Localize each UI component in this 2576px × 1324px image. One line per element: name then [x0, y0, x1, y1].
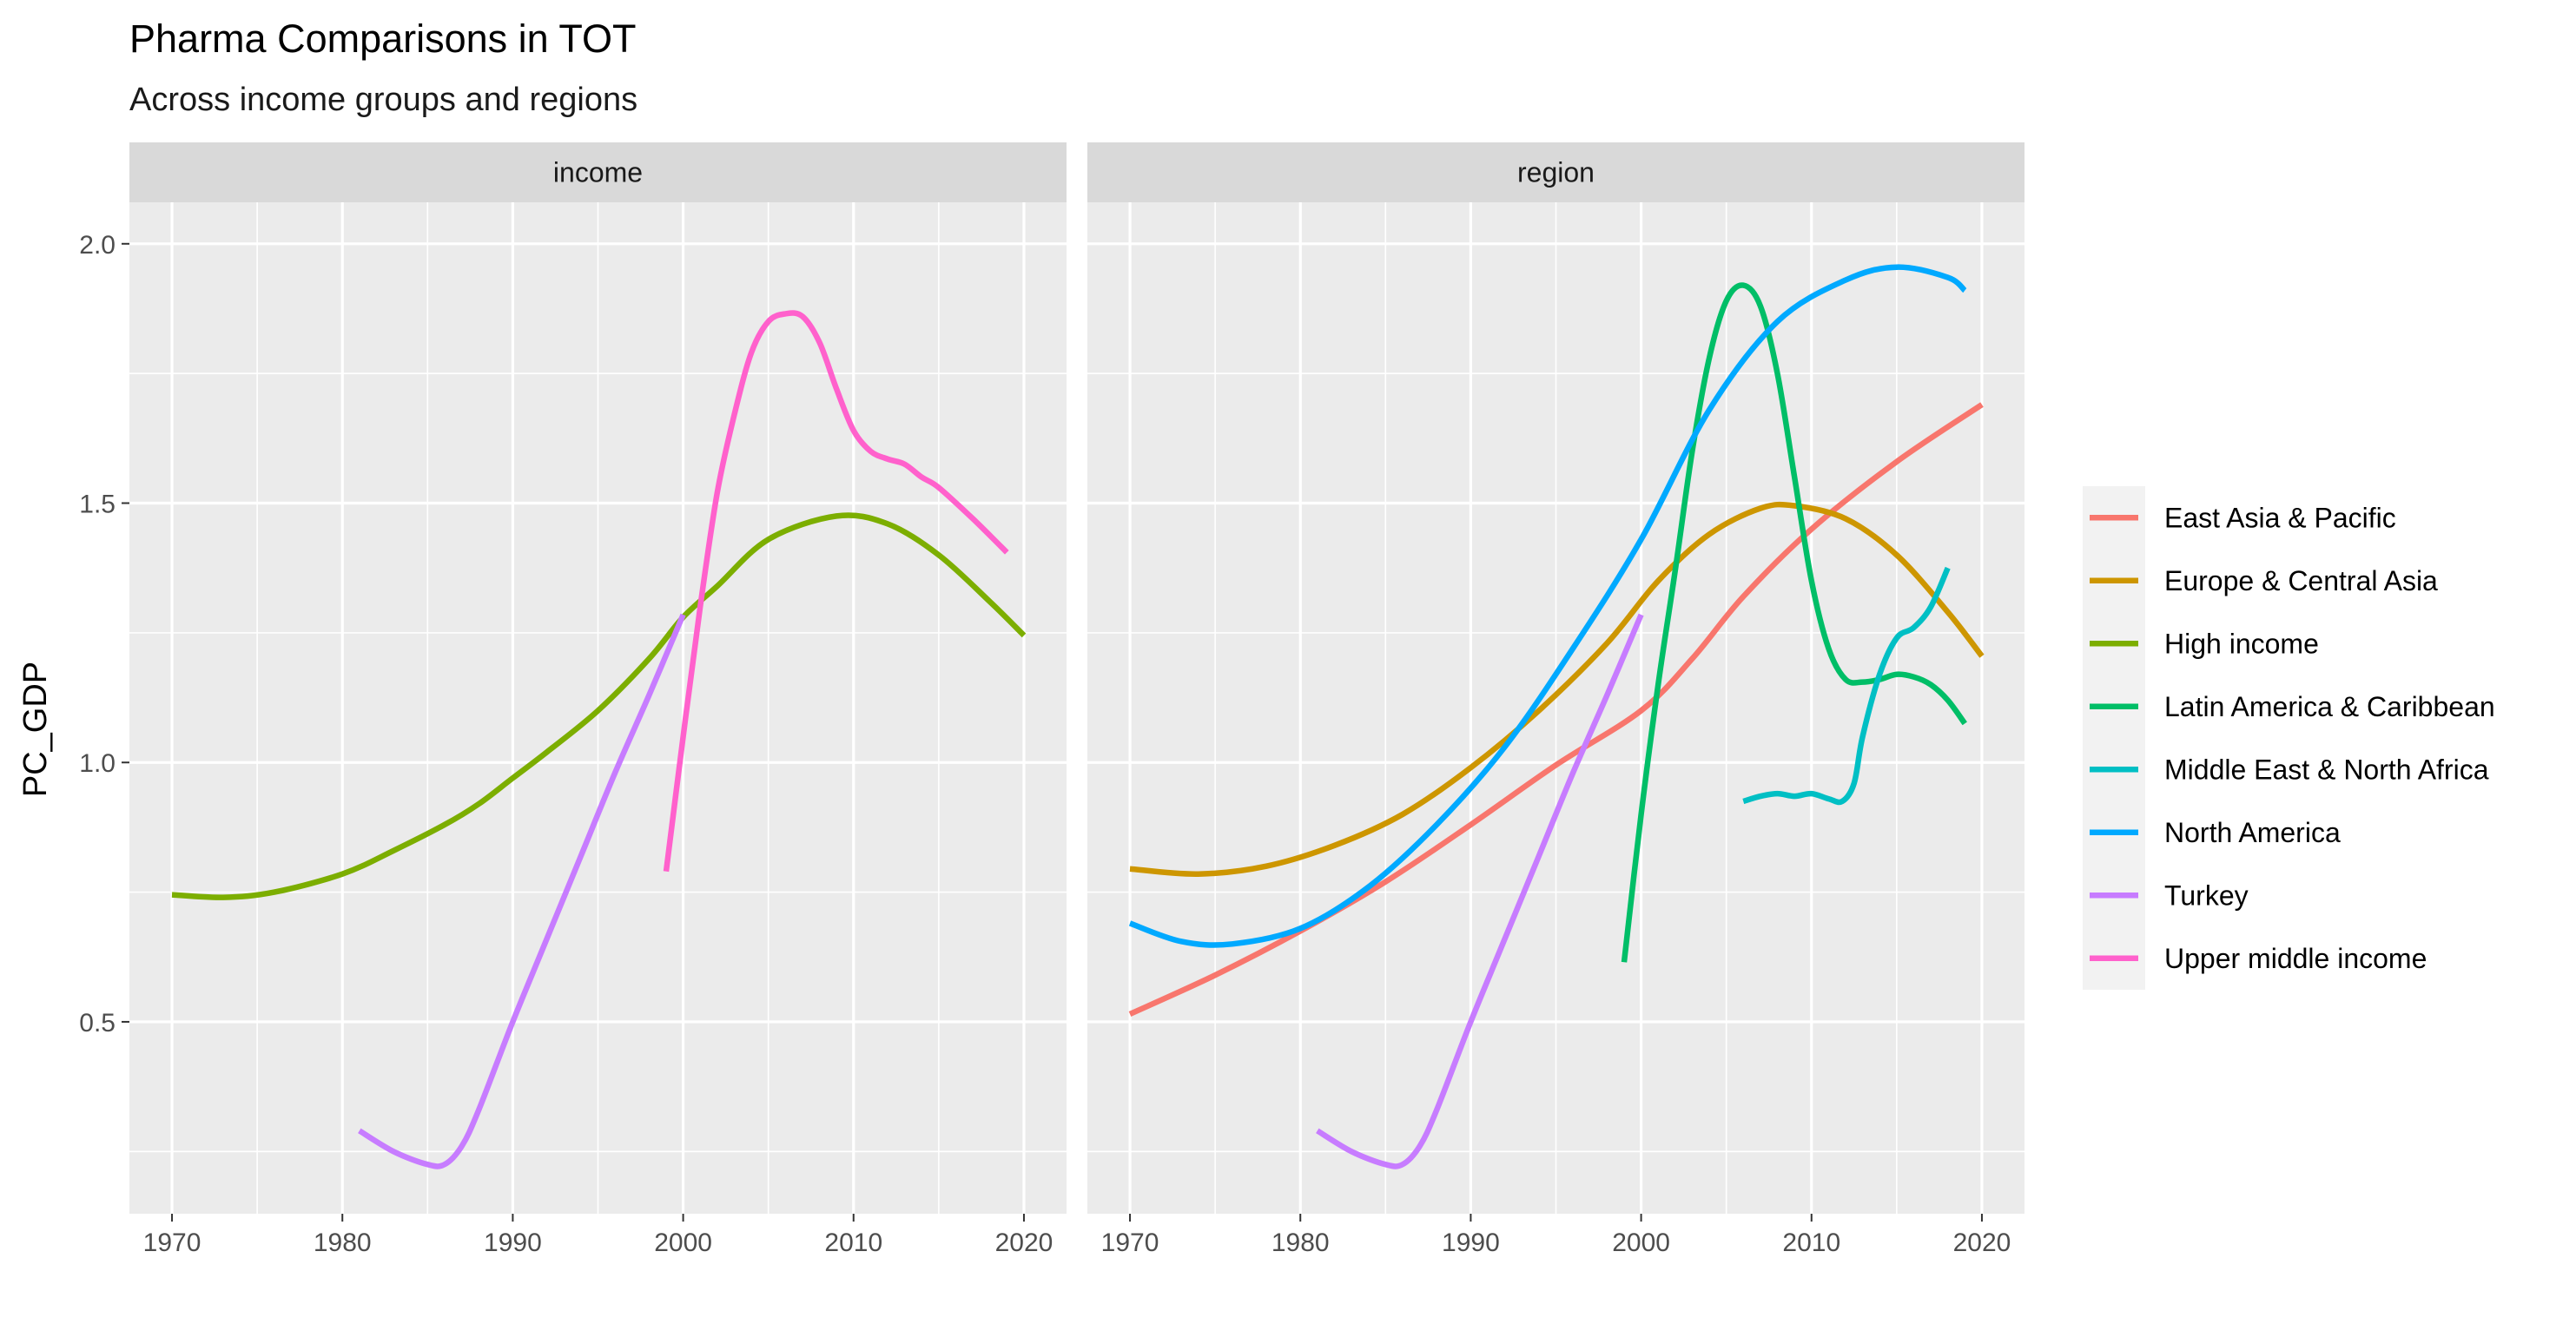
series-line-europe-and-central-asia [1129, 501, 1985, 877]
facet-strip [1087, 142, 2024, 202]
facet-strip-label: region [1517, 157, 1595, 188]
x-tick-label: 1980 [314, 1228, 372, 1257]
legend: East Asia & Pacific Europe & Central Asia… [2083, 486, 2495, 990]
x-tick-label: 1980 [1271, 1228, 1330, 1257]
legend-label: Upper middle income [2164, 943, 2427, 974]
facet-strip-label: income [553, 157, 643, 188]
legend-item-europe-and-central-asia: Europe & Central Asia [2090, 565, 2438, 596]
y-tick-label: 1.5 [79, 491, 116, 519]
series-line-turkey [358, 613, 686, 1169]
legend-item-east-asia-and-pacific: East Asia & Pacific [2090, 502, 2396, 533]
legend-label: Latin America & Caribbean [2164, 691, 2495, 722]
x-tick-label: 2000 [1612, 1228, 1670, 1257]
facet-panel-region: region 1970 1980 1990 2000 2010 2020 [1087, 142, 2024, 1257]
x-tick-label: 2020 [995, 1228, 1054, 1257]
y-tick-label: 2.0 [79, 231, 116, 260]
legend-label: Turkey [2164, 879, 2249, 911]
legend-item-middle-east-and-north-africa: Middle East & North Africa [2090, 754, 2489, 785]
x-tick-label: 2010 [1782, 1228, 1840, 1257]
facet-panels: income 1970 1980 1990 2000 2010 2020 0.5 1.0 1.5 2… [79, 142, 2024, 1257]
legend-item-north-america: North America [2090, 817, 2341, 848]
legend-label: Middle East & North Africa [2164, 754, 2489, 785]
legend-item-high-income: High income [2090, 628, 2319, 659]
facet-panel-income: income 1970 1980 1990 2000 2010 2020 0.5 1.0 1.5 2… [79, 142, 1067, 1257]
legend-item-latin-america-and-caribbean: Latin America & Caribbean [2090, 691, 2495, 722]
legend-label: High income [2164, 628, 2319, 659]
series-line-middle-east-and-north-africa [1742, 566, 1951, 806]
legend-label: East Asia & Pacific [2164, 502, 2396, 533]
chart-title: Pharma Comparisons in TOT [129, 16, 637, 61]
x-tick-label: 1990 [1442, 1228, 1500, 1257]
x-tick-label: 2010 [824, 1228, 882, 1257]
x-tick-label: 1990 [484, 1228, 542, 1257]
legend-key-background [2083, 486, 2145, 990]
x-tick-label: 1970 [1101, 1228, 1159, 1257]
series-line-turkey [1316, 613, 1644, 1169]
y-tick-label: 1.0 [79, 749, 116, 778]
x-tick-label: 2000 [654, 1228, 712, 1257]
y-tick-label: 0.5 [79, 1009, 116, 1037]
legend-item-turkey: Turkey [2090, 879, 2249, 911]
facet-strip [129, 142, 1067, 202]
x-tick-label: 1970 [143, 1228, 201, 1257]
series-line-upper-middle-income [663, 310, 1009, 873]
legend-item-upper-middle-income: Upper middle income [2090, 943, 2427, 974]
series-line-latin-america-and-caribbean [1621, 282, 1967, 963]
x-tick-label: 2020 [1953, 1228, 2011, 1257]
legend-label: North America [2164, 817, 2341, 848]
legend-label: Europe & Central Asia [2164, 565, 2438, 596]
series-line-high-income [171, 512, 1027, 900]
y-axis-title: PC_GDP [17, 662, 54, 797]
chart-subtitle: Across income groups and regions [129, 82, 637, 118]
series-line-east-asia-and-pacific [1128, 402, 1984, 1017]
series-line-north-america [1128, 264, 1967, 948]
